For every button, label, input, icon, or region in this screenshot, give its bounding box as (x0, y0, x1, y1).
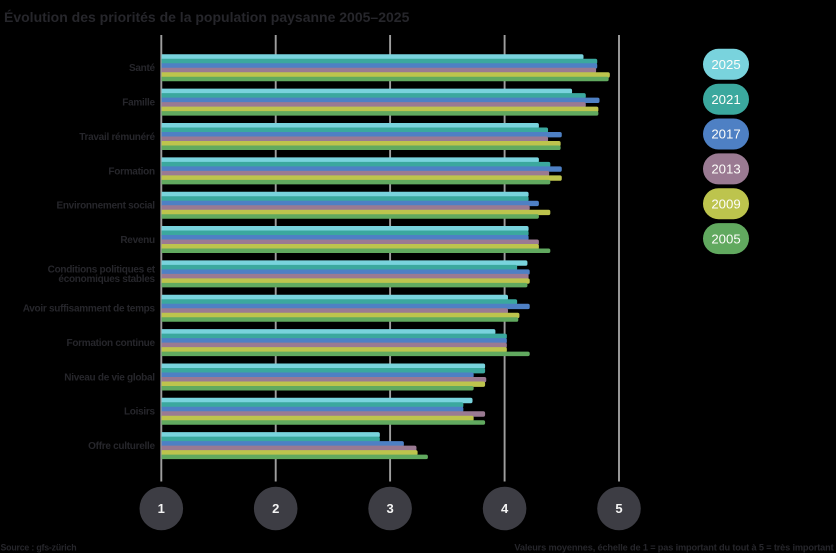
svg-text:Avoir suffisamment de temps: Avoir suffisamment de temps (23, 304, 156, 315)
svg-text:2013: 2013 (711, 162, 740, 177)
svg-text:2005: 2005 (711, 231, 740, 246)
svg-text:Formation: Formation (108, 166, 155, 177)
svg-text:2021: 2021 (711, 92, 740, 107)
svg-text:1: 1 (158, 501, 165, 516)
svg-text:économiques stables: économiques stables (58, 274, 155, 285)
svg-text:3: 3 (386, 501, 393, 516)
svg-text:2017: 2017 (711, 127, 740, 142)
svg-text:5: 5 (615, 501, 622, 516)
svg-text:Valeurs moyennes, échelle de 1: Valeurs moyennes, échelle de 1 = pas imp… (514, 543, 833, 553)
svg-text:Revenu: Revenu (120, 235, 155, 246)
svg-text:Environnement social: Environnement social (56, 201, 155, 212)
svg-text:Offre culturelle: Offre culturelle (88, 441, 155, 452)
svg-text:2: 2 (272, 501, 279, 516)
svg-text:Niveau de vie global: Niveau de vie global (64, 372, 155, 383)
svg-text:4: 4 (501, 501, 509, 516)
svg-text:2025: 2025 (711, 57, 740, 72)
svg-text:Source : gfs-zürich: Source : gfs-zürich (1, 543, 77, 553)
svg-text:2009: 2009 (711, 196, 740, 211)
svg-text:Formation continue: Formation continue (67, 338, 156, 349)
svg-text:Évolution des priorités de la: Évolution des priorités de la population… (4, 9, 410, 25)
svg-text:Santé: Santé (129, 63, 156, 74)
svg-text:Travail rémunéré: Travail rémunéré (79, 132, 155, 143)
svg-text:Loisirs: Loisirs (124, 407, 156, 418)
svg-text:Famille: Famille (122, 98, 155, 109)
svg-text:Conditions politiques et: Conditions politiques et (48, 265, 156, 276)
